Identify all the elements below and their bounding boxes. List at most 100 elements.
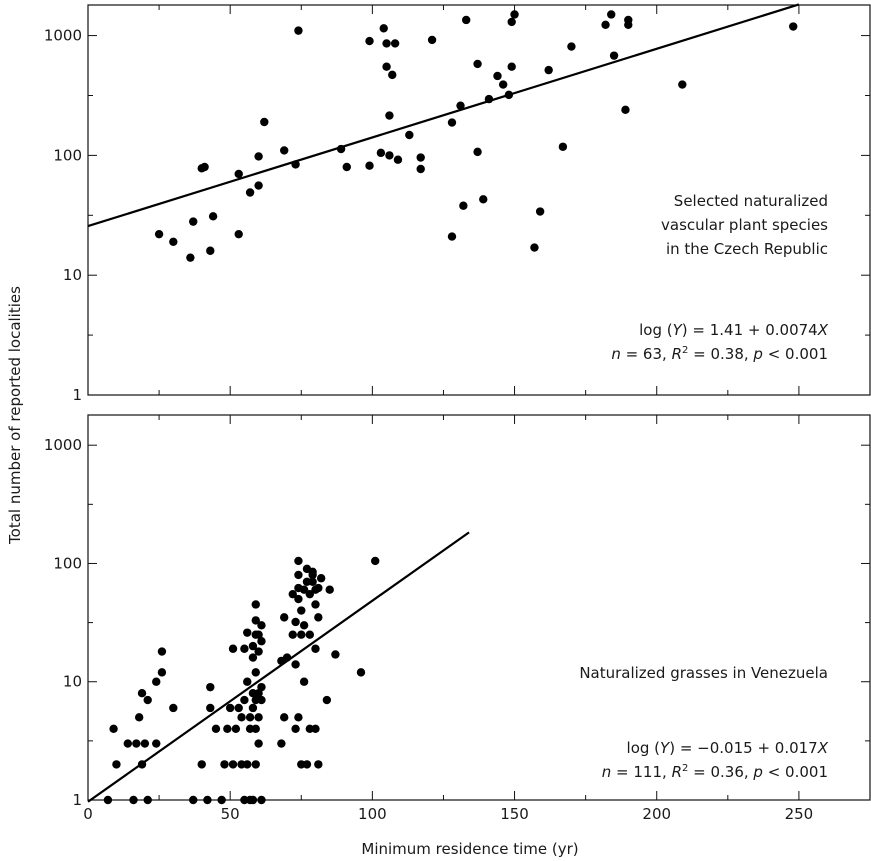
bottom-data-point <box>257 637 266 646</box>
bottom-data-point <box>240 695 249 705</box>
top-data-point <box>376 148 386 158</box>
top-data-point <box>280 146 289 155</box>
top-data-point <box>624 20 633 30</box>
bottom-data-point <box>288 630 297 639</box>
top-data-point <box>245 188 255 197</box>
top-data-point <box>234 229 243 239</box>
bottom-data-point <box>280 713 289 722</box>
top-points <box>154 10 798 262</box>
top-data-point <box>154 229 164 239</box>
bottom-data-point <box>305 589 315 599</box>
top-data-point <box>416 153 425 162</box>
bottom-data-point <box>211 724 221 733</box>
bottom-equation: log (Y) = −0.015 + 0.017X <box>627 739 829 757</box>
bottom-data-point <box>228 760 238 769</box>
bottom-data-point <box>297 630 306 639</box>
top-data-point <box>473 147 482 157</box>
bottom-data-point <box>297 606 306 615</box>
bottom-data-point <box>316 574 326 583</box>
bottom-data-point <box>314 583 323 593</box>
bottom-data-point <box>311 600 320 609</box>
bottom-data-point <box>311 644 320 653</box>
top-data-point <box>260 117 269 127</box>
bottom-data-point <box>288 589 297 599</box>
top-data-point <box>189 217 198 226</box>
bottom-data-point <box>134 713 144 722</box>
bottom-data-point <box>129 795 138 805</box>
y-axis-title: Total number of reported localities <box>6 286 24 545</box>
bottom-data-point <box>132 739 141 748</box>
bottom-data-point <box>123 739 133 748</box>
bottom-data-point <box>331 650 340 659</box>
bottom-data-point <box>314 760 323 769</box>
top-data-point <box>186 253 195 262</box>
top-data-point <box>208 212 218 221</box>
top-data-point <box>558 142 568 151</box>
bottom-data-point <box>245 713 255 722</box>
bottom-xtick-label: 200 <box>642 805 671 823</box>
top-data-point <box>416 164 425 174</box>
bottom-data-point <box>152 677 161 686</box>
bottom-data-point <box>243 628 252 637</box>
top-data-point <box>388 70 397 80</box>
bottom-ytick-label: 1 <box>72 791 82 809</box>
bottom-data-point <box>248 641 258 651</box>
top-panel-frame <box>87 4 871 396</box>
top-data-point <box>365 161 374 170</box>
top-data-point <box>507 17 516 27</box>
bottom-xtick-label: 100 <box>358 805 387 823</box>
bottom-data-point <box>257 695 266 705</box>
top-annotation-line-3: in the Czech Republic <box>666 240 828 258</box>
bottom-data-point <box>257 682 266 692</box>
bottom-data-point <box>237 713 246 722</box>
bottom-data-point <box>251 760 260 769</box>
bottom-data-point <box>322 695 332 705</box>
bottom-ytick-label: 10 <box>63 673 82 691</box>
top-data-point <box>234 169 243 179</box>
top-data-point <box>678 80 687 89</box>
bottom-data-point <box>197 760 206 769</box>
bottom-ytick-label: 1000 <box>44 436 82 454</box>
top-data-point <box>601 20 610 30</box>
bottom-data-point <box>254 739 263 748</box>
top-data-point <box>544 65 553 75</box>
top-data-point <box>462 15 471 25</box>
bottom-data-point <box>302 760 312 769</box>
bottom-data-point <box>305 630 315 639</box>
bottom-data-point <box>243 677 252 686</box>
top-data-point <box>169 237 178 246</box>
bottom-data-point <box>240 644 249 653</box>
top-data-point <box>254 152 263 161</box>
bottom-data-point <box>371 556 380 566</box>
top-data-point <box>405 130 414 140</box>
top-data-point <box>379 24 388 33</box>
top-data-point <box>456 101 465 110</box>
bottom-data-point <box>280 613 289 622</box>
bottom-data-point <box>225 703 235 713</box>
top-data-point <box>447 118 457 127</box>
bottom-data-point <box>257 621 266 630</box>
bottom-regression-line <box>87 531 470 803</box>
bottom-data-point <box>291 617 300 627</box>
top-data-point <box>382 39 391 48</box>
top-data-point <box>200 162 209 172</box>
bottom-data-point <box>206 682 215 692</box>
bottom-data-point <box>157 647 167 656</box>
bottom-data-point <box>248 703 258 713</box>
bottom-data-point <box>299 585 309 594</box>
bottom-data-point <box>254 630 263 639</box>
bottom-data-point <box>112 760 121 769</box>
bottom-data-point <box>294 594 303 604</box>
top-data-point <box>493 71 502 81</box>
bottom-data-point <box>294 556 303 566</box>
top-data-point <box>607 10 616 19</box>
top-data-point <box>294 26 303 35</box>
top-data-point <box>789 22 798 31</box>
bottom-data-point <box>157 668 167 677</box>
bottom-data-point <box>231 724 241 733</box>
top-data-point <box>567 42 576 51</box>
bottom-data-point <box>251 724 260 733</box>
bottom-ytick-label: 100 <box>53 554 82 572</box>
bottom-data-point <box>251 668 260 677</box>
